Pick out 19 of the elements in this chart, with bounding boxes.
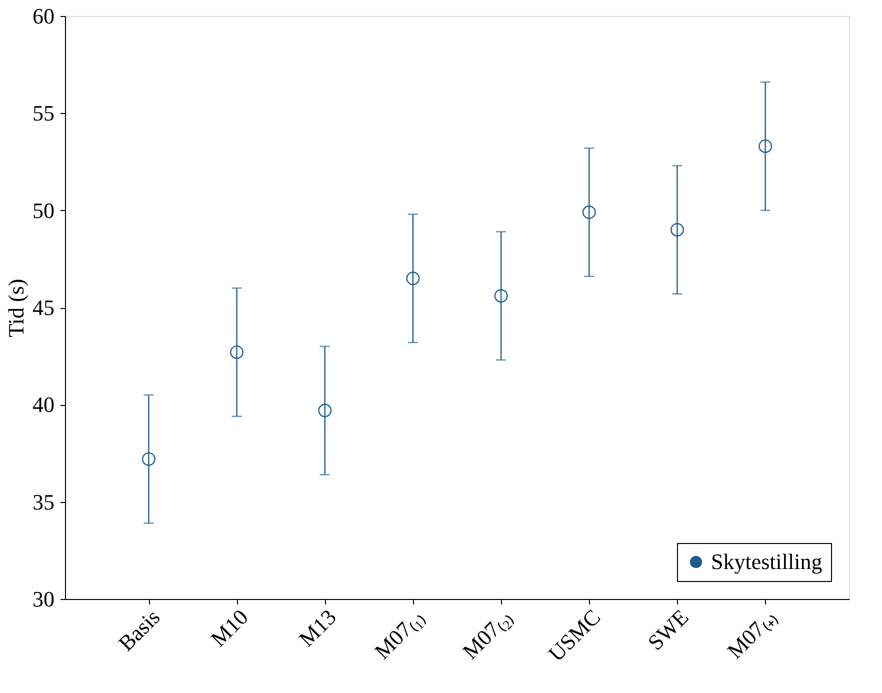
point	[142, 452, 156, 466]
point	[494, 289, 508, 303]
y-tick-label: 50	[32, 198, 54, 223]
point	[670, 223, 684, 236]
point	[318, 404, 332, 418]
y-tick-label: 35	[32, 489, 54, 514]
x-tick-label: M13	[294, 604, 341, 652]
y-tick-label: 30	[32, 586, 54, 612]
y-tick-label: 45	[32, 295, 54, 320]
point	[230, 345, 244, 359]
y-tick-label: 60	[32, 4, 54, 28]
point	[582, 206, 596, 219]
point	[406, 272, 420, 286]
legend-label: Skytestilling	[711, 549, 822, 574]
y-tick-label: 40	[32, 392, 54, 418]
y-tick-label: 55	[32, 100, 54, 126]
x-tick-label: M10	[206, 604, 253, 652]
y-axis-title: Tid (s)	[4, 278, 28, 338]
point	[758, 139, 772, 153]
